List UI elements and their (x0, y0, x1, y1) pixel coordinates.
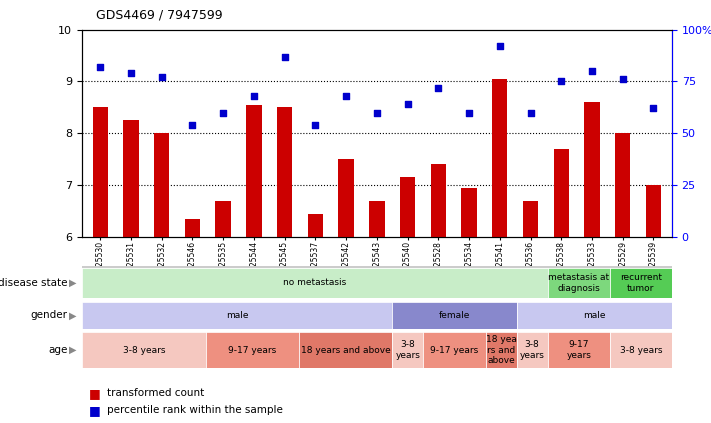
Point (494, 43, 506, 49)
Text: 9-17 years: 9-17 years (430, 346, 479, 354)
Point (525, 109, 536, 116)
Bar (461, 188, 476, 237)
Bar (523, 201, 538, 237)
Text: ▶: ▶ (69, 345, 77, 355)
Text: disease state: disease state (0, 278, 68, 288)
Text: transformed count: transformed count (107, 388, 204, 398)
Text: ▶: ▶ (69, 278, 77, 288)
Text: GDS4469 / 7947599: GDS4469 / 7947599 (96, 8, 223, 21)
Point (587, 68, 598, 74)
Point (95, 63, 106, 70)
Bar (215, 201, 231, 237)
Text: 3-8 years: 3-8 years (619, 346, 662, 354)
Bar (123, 120, 139, 237)
Bar (369, 201, 385, 237)
Point (248, 93, 260, 99)
Point (156, 74, 167, 81)
Bar (646, 185, 661, 237)
Point (279, 53, 290, 60)
Text: 18 yea
rs and
above: 18 yea rs and above (486, 335, 516, 365)
Text: 3-8 years: 3-8 years (122, 346, 165, 354)
Point (464, 109, 475, 116)
Bar (154, 133, 169, 237)
Text: age: age (48, 345, 68, 355)
Text: no metastasis: no metastasis (283, 278, 346, 288)
Text: 3-8
years: 3-8 years (520, 341, 545, 360)
Bar (554, 149, 569, 237)
Text: percentile rank within the sample: percentile rank within the sample (107, 405, 282, 415)
Point (310, 121, 321, 128)
Text: 3-8
years: 3-8 years (395, 341, 420, 360)
Point (187, 121, 198, 128)
Text: 9-17
years: 9-17 years (566, 341, 591, 360)
Text: male: male (226, 311, 248, 320)
Point (371, 109, 383, 116)
Text: 9-17 years: 9-17 years (228, 346, 277, 354)
Point (555, 78, 567, 85)
Bar (246, 105, 262, 237)
Text: ■: ■ (89, 387, 101, 400)
Bar (185, 219, 200, 237)
Bar (277, 107, 292, 237)
Text: ▶: ▶ (69, 310, 77, 320)
Bar (92, 107, 108, 237)
Bar (400, 177, 415, 237)
Text: recurrent
tumor: recurrent tumor (620, 273, 662, 293)
Point (617, 76, 629, 83)
Text: metastasis at
diagnosis: metastasis at diagnosis (548, 273, 609, 293)
Point (125, 70, 137, 77)
Text: gender: gender (31, 310, 68, 320)
Bar (584, 102, 599, 237)
Text: female: female (439, 311, 470, 320)
Bar (338, 159, 354, 237)
Bar (492, 79, 508, 237)
Point (402, 101, 413, 107)
Text: male: male (583, 311, 606, 320)
Bar (308, 214, 323, 237)
Point (648, 105, 659, 112)
Point (432, 84, 444, 91)
Bar (431, 164, 446, 237)
Bar (615, 133, 631, 237)
Text: 18 years and above: 18 years and above (301, 346, 390, 354)
Point (218, 109, 229, 116)
Text: ■: ■ (89, 404, 101, 417)
Point (341, 93, 352, 99)
